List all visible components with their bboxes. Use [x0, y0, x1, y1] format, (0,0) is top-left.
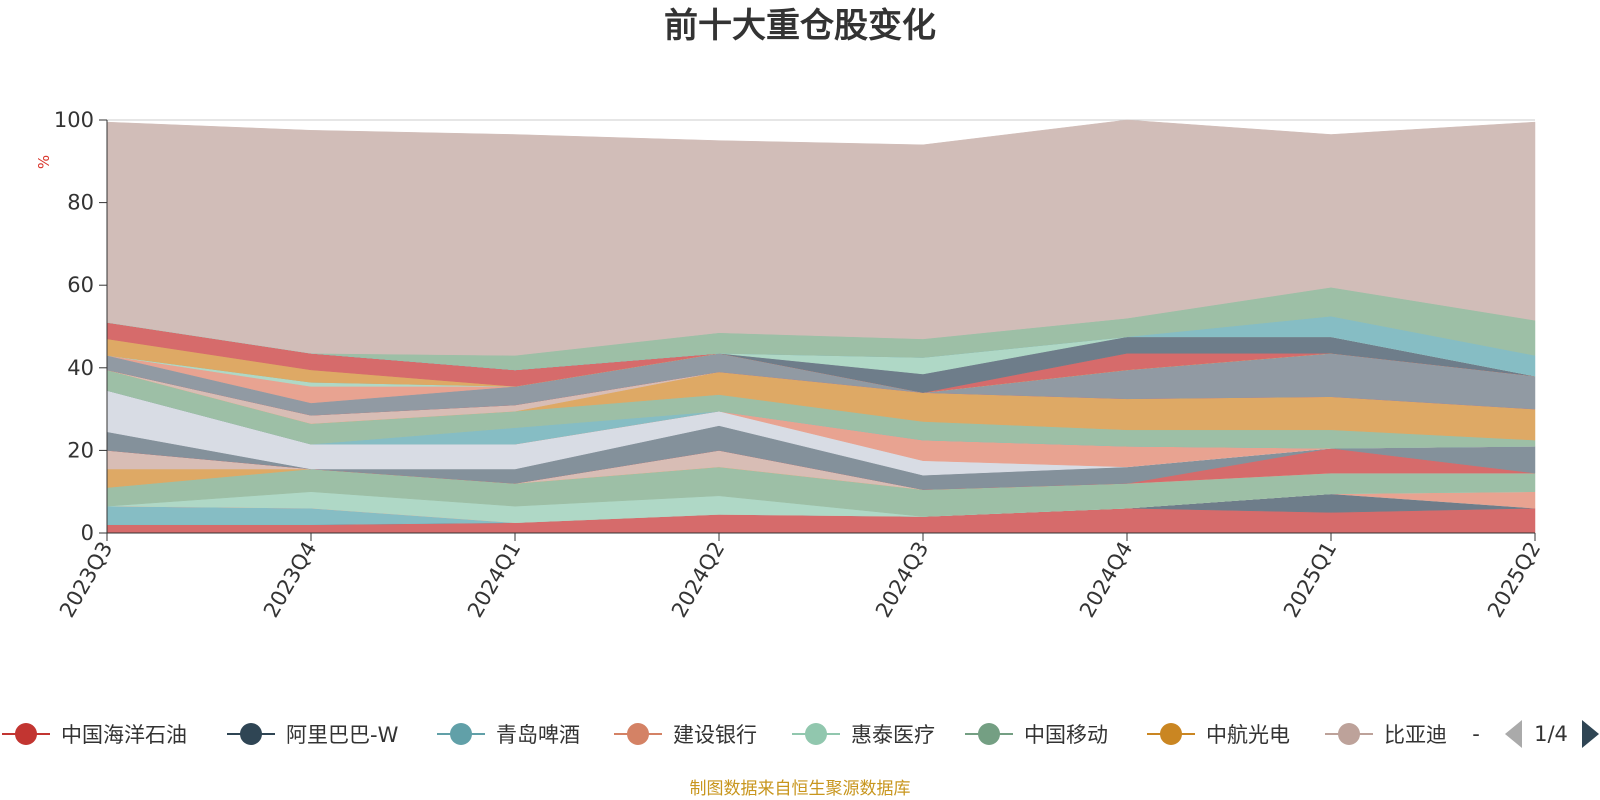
legend-page-indicator: 1/4	[1534, 722, 1568, 746]
area-series	[106, 119, 1536, 534]
legend-marker	[240, 723, 262, 745]
legend-label: 建设银行	[673, 723, 757, 747]
legend-marker	[1160, 723, 1182, 745]
legend-item[interactable]: 建设银行	[614, 723, 757, 747]
x-tick-label: 2024Q1	[463, 538, 525, 622]
legend-more: -	[1472, 722, 1480, 746]
legend-marker	[15, 723, 37, 745]
chart-title: 前十大重仓股变化	[664, 6, 936, 46]
x-tick-label: 2024Q4	[1075, 538, 1137, 622]
legend-marker	[805, 723, 827, 745]
y-tick-label: 40	[67, 356, 94, 380]
x-tick-label: 2023Q3	[55, 538, 117, 622]
y-tick-label: 80	[67, 191, 94, 215]
legend-item[interactable]: 青岛啤酒	[437, 723, 580, 747]
legend-item[interactable]: 惠泰医疗	[792, 723, 935, 747]
legend-item[interactable]: 比亚迪	[1325, 723, 1447, 747]
legend-label: 阿里巴巴-W	[286, 723, 399, 747]
data-source-note: 制图数据来自恒生聚源数据库	[690, 779, 911, 799]
x-tick-label: 2023Q4	[259, 538, 321, 622]
legend-item[interactable]: 中航光电	[1147, 723, 1290, 747]
legend-label: 中航光电	[1206, 723, 1290, 747]
legend-prev-page-icon[interactable]	[1505, 720, 1522, 748]
area-series-28	[106, 119, 1536, 356]
legend-label: 惠泰医疗	[851, 723, 935, 747]
legend-item[interactable]: 中国海洋石油	[2, 723, 187, 747]
legend-label: 比亚迪	[1384, 723, 1447, 747]
y-axis-label: %	[35, 155, 53, 169]
legend-label: 青岛啤酒	[496, 723, 580, 747]
y-tick-label: 100	[54, 108, 94, 132]
x-tick-label: 2024Q2	[667, 538, 729, 622]
y-tick-label: 20	[67, 438, 94, 462]
legend-item[interactable]: 阿里巴巴-W	[227, 723, 399, 747]
legend-marker	[627, 723, 649, 745]
legend-item[interactable]: 中国移动	[965, 723, 1108, 747]
x-tick-label: 2025Q1	[1279, 538, 1341, 622]
x-tick-label: 2025Q2	[1483, 538, 1545, 622]
legend-marker	[1338, 723, 1360, 745]
x-tick-label: 2024Q3	[871, 538, 933, 622]
legend-label: 中国移动	[1024, 723, 1108, 747]
y-axis-ticks: 0 20 40 60 80 100	[54, 108, 107, 545]
legend-marker	[450, 723, 472, 745]
legend-next-page-icon[interactable]	[1582, 720, 1599, 748]
y-tick-label: 60	[67, 273, 94, 297]
legend-marker	[978, 723, 1000, 745]
legend-label: 中国海洋石油	[61, 723, 187, 747]
x-axis-ticks: 2023Q3 2023Q4 2024Q1 2024Q2 2024Q3 2024Q4 2025…	[55, 533, 1545, 622]
y-tick-label: 0	[81, 521, 94, 545]
legend: 中国海洋石油 阿里巴巴-W 青岛啤酒 建设银行 惠泰医疗 中国移动 中航光电 比亚迪	[2, 723, 1447, 747]
